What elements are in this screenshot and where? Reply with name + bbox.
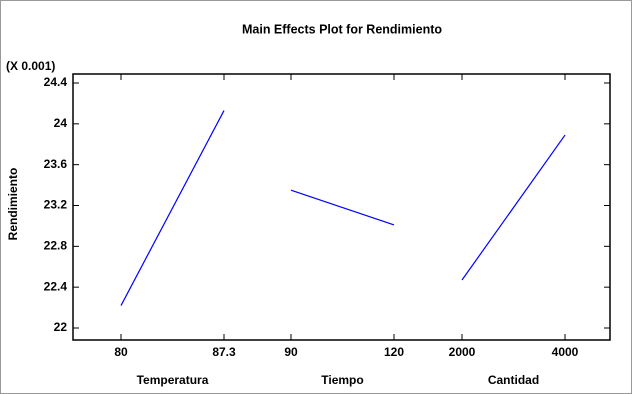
level-label: 87.3	[212, 345, 236, 359]
y-tick-label: 23.2	[44, 198, 68, 212]
effect-line	[120, 110, 225, 306]
effect-line	[461, 134, 566, 281]
y-tick-label: 22	[54, 320, 68, 334]
y-multiplier: (X 0.001)	[6, 59, 55, 73]
level-label: 4000	[552, 345, 579, 359]
level-label: 80	[114, 345, 128, 359]
plot-frame	[72, 73, 611, 341]
factor-label: Cantidad	[488, 373, 539, 387]
factor-label: Tiempo	[321, 373, 363, 387]
level-label: 2000	[449, 345, 476, 359]
y-tick-label: 24.4	[44, 75, 68, 89]
y-tick-label: 22.8	[44, 239, 68, 253]
level-label: 120	[384, 345, 404, 359]
y-axis-label: Rendimiento	[6, 168, 20, 241]
effect-line	[290, 189, 395, 226]
chart-title: Main Effects Plot for Rendimiento	[242, 22, 442, 36]
factor-label: Temperatura	[137, 373, 209, 387]
level-label: 90	[284, 345, 298, 359]
y-tick-label: 22.4	[44, 279, 68, 293]
y-tick-label: 23.6	[44, 157, 68, 171]
y-tick-label: 24	[54, 116, 68, 130]
